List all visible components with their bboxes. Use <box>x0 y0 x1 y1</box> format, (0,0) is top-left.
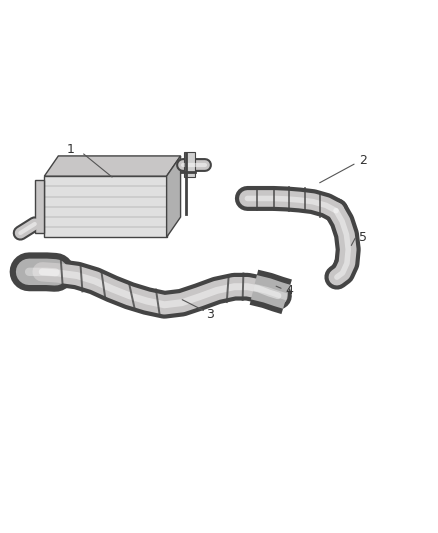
Text: 1: 1 <box>67 143 74 156</box>
Polygon shape <box>166 156 180 237</box>
Text: 5: 5 <box>359 231 367 244</box>
Text: 2: 2 <box>359 154 367 167</box>
Polygon shape <box>35 180 44 233</box>
Polygon shape <box>44 176 166 237</box>
Text: 4: 4 <box>285 284 293 297</box>
Polygon shape <box>44 156 180 176</box>
Polygon shape <box>184 152 195 177</box>
Text: 3: 3 <box>206 308 214 321</box>
